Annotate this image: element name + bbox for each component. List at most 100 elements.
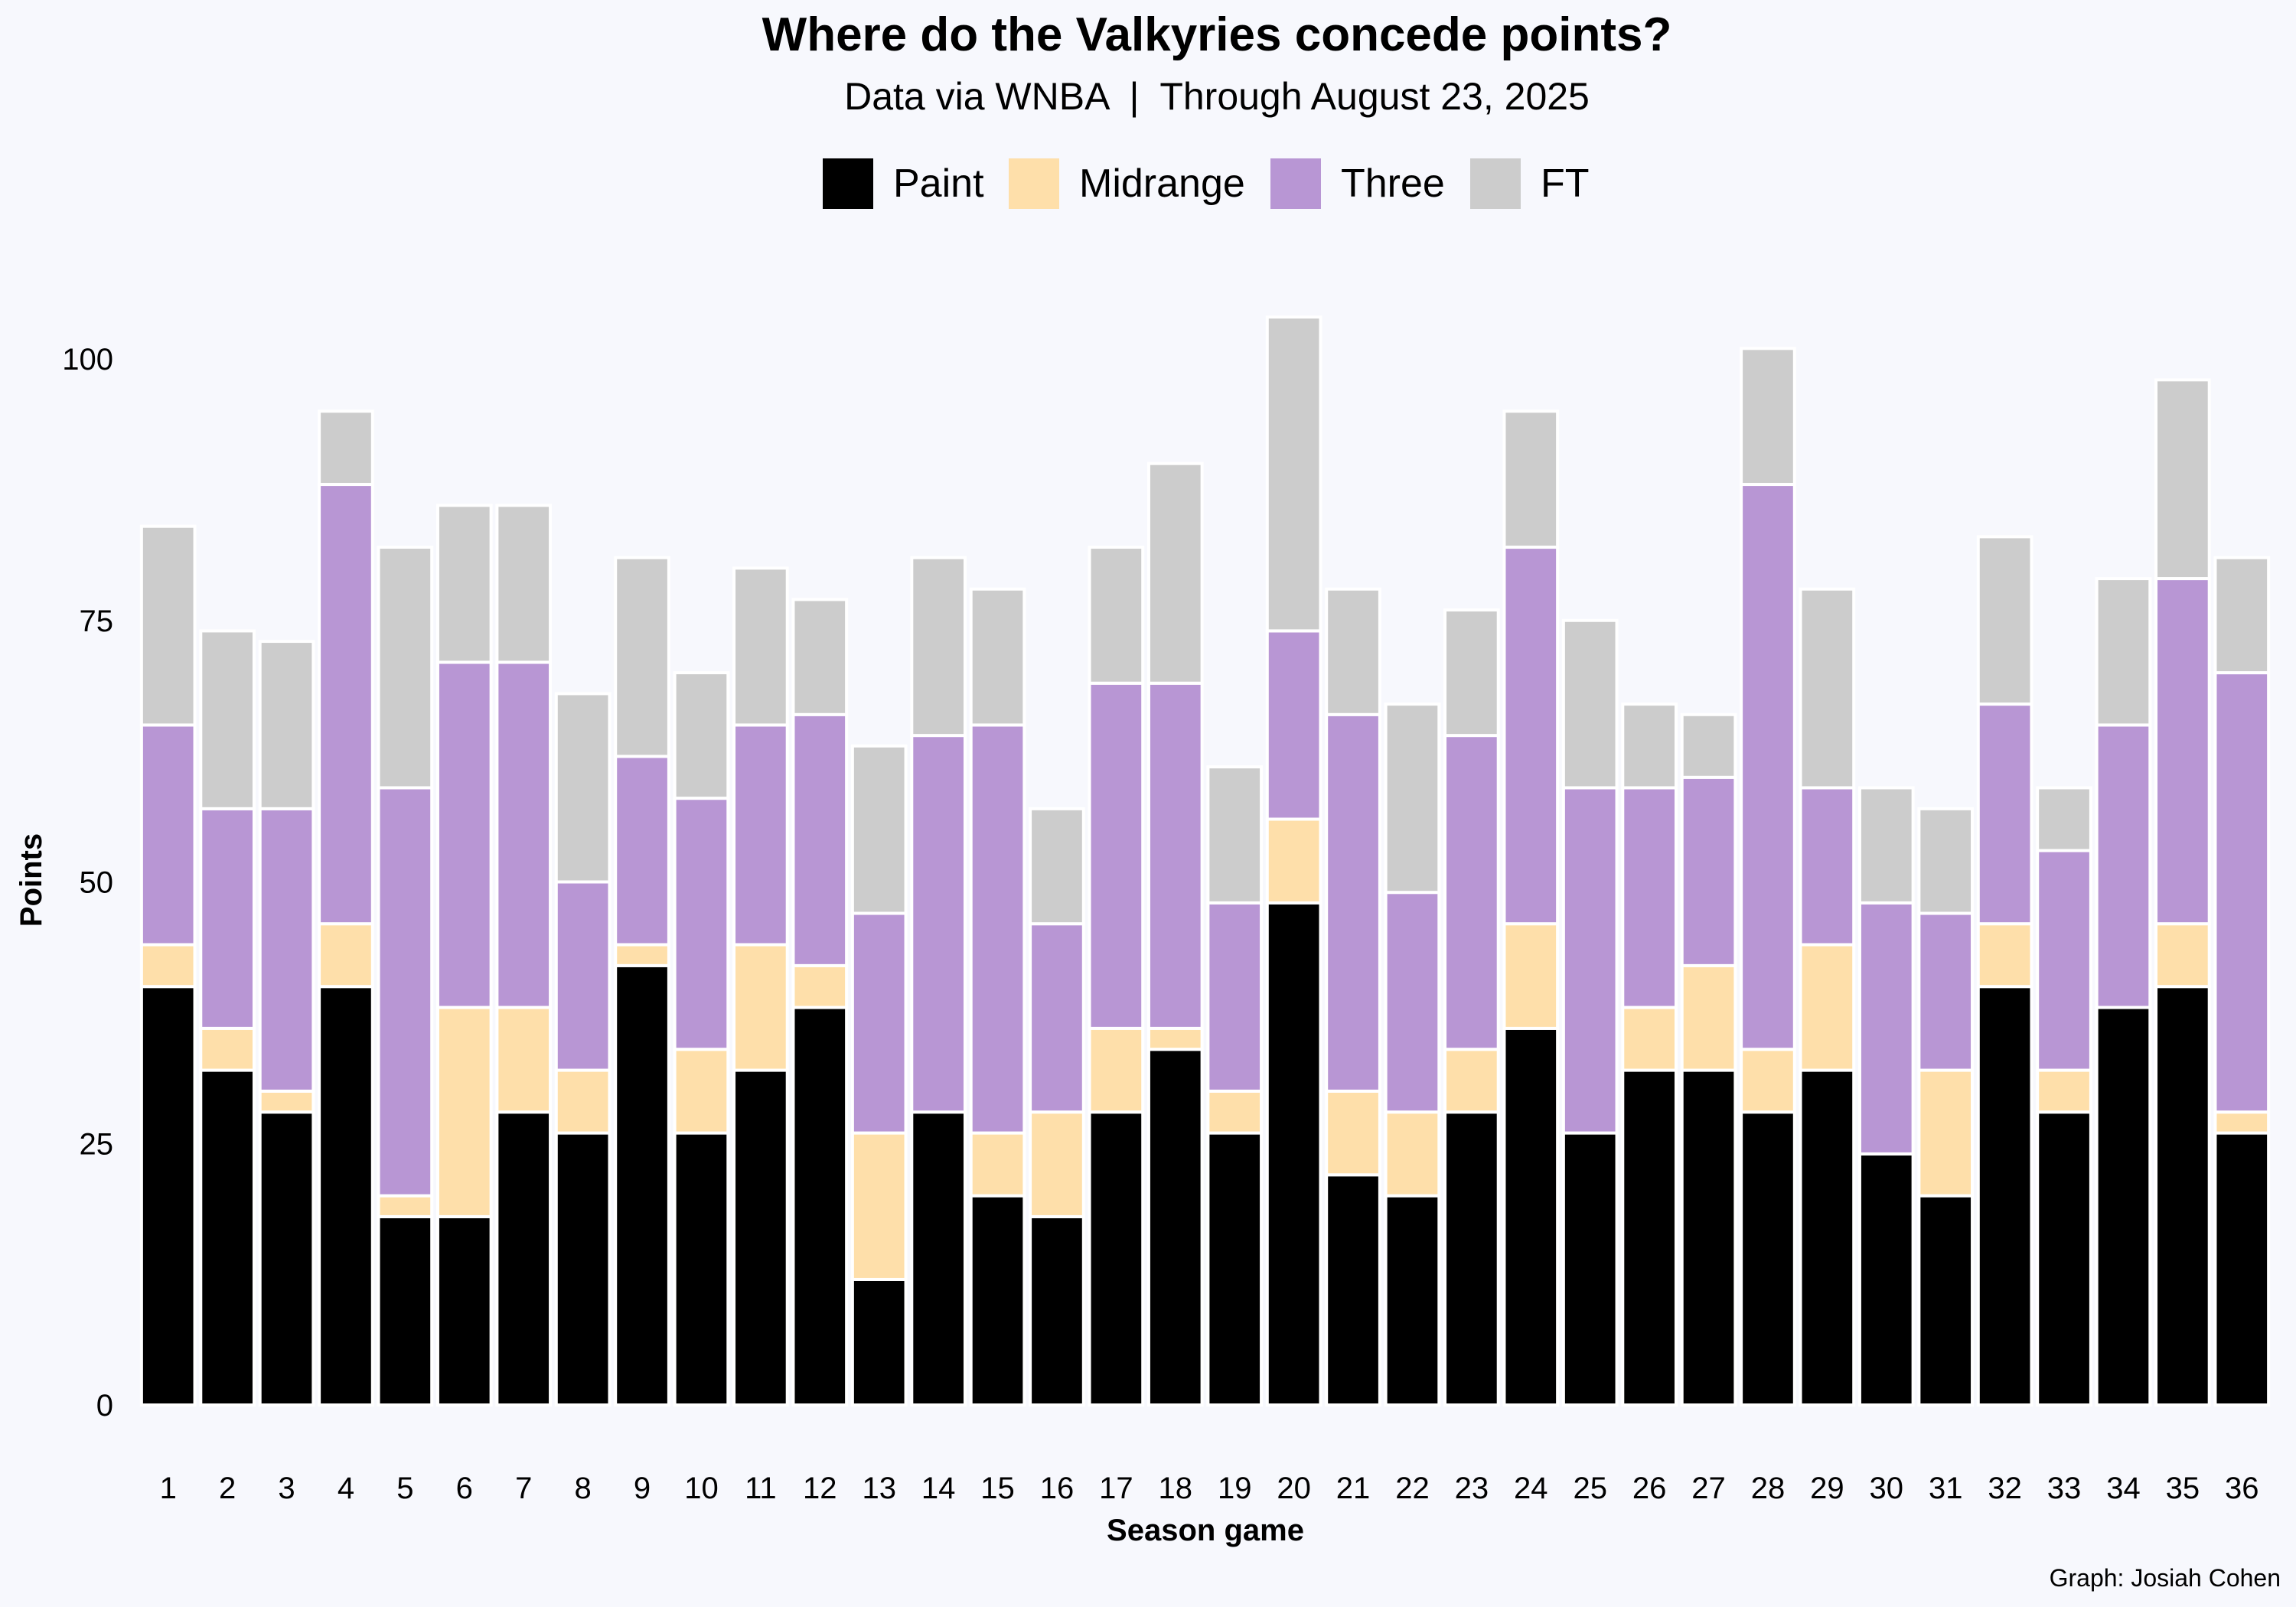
bar-game-11-paint [732,1068,789,1407]
bar-game-3-three [258,807,315,1093]
bar-game-20-three [1265,629,1322,821]
bar-game-21-ft [1325,587,1381,716]
bar-game-10-midrange [673,1048,730,1135]
bar-game-15-paint [969,1194,1026,1407]
x-tick-label: 27 [1691,1472,1726,1505]
bar-game-8-paint [554,1131,612,1407]
bar-game-13-midrange [850,1131,908,1281]
x-tick-label: 6 [456,1472,473,1505]
bar-game-24-paint [1502,1026,1560,1407]
bar-game-24-ft [1502,409,1560,549]
bar-game-36-paint [2213,1131,2271,1407]
bar-game-4-ft [318,409,374,487]
bar-game-32-ft [1976,535,2033,706]
bar-game-15-midrange [969,1131,1026,1198]
legend-swatch-midrange [1009,158,1059,209]
x-tick-label: 24 [1514,1472,1548,1505]
bar-game-19-ft [1206,765,1264,905]
y-tick-label: 100 [62,343,113,376]
bar-game-11-ft [732,566,789,727]
x-tick-label: 26 [1632,1472,1667,1505]
bar-game-3-paint [258,1110,315,1407]
bar-game-5-midrange [377,1194,434,1218]
bar-game-9-ft [614,556,670,758]
bar-game-35-midrange [2154,922,2211,989]
bar-game-25-ft [1561,618,1619,790]
bar-game-5-paint [377,1214,434,1407]
y-tick-label: 75 [80,605,114,638]
x-tick-label: 25 [1573,1472,1607,1505]
bar-game-16-midrange [1029,1110,1085,1218]
x-tick-label: 30 [1870,1472,1904,1505]
bar-game-9-paint [614,963,670,1407]
bar-game-27-three [1680,775,1737,967]
bar-game-34-ft [2095,577,2152,727]
bar-game-21-midrange [1325,1089,1381,1177]
bar-game-10-three [673,797,730,1051]
bar-game-28-paint [1740,1110,1796,1407]
bar-game-22-three [1384,891,1441,1114]
caption: Graph: Josiah Cohen [2050,1564,2281,1592]
y-tick-label: 50 [80,866,114,900]
bar-game-29-ft [1799,587,1856,790]
bar-game-7-paint [495,1110,553,1407]
x-tick-label: 12 [803,1472,837,1505]
bar-game-2-ft [199,629,256,810]
bar-game-34-paint [2095,1006,2152,1407]
x-tick-label: 10 [684,1472,719,1505]
x-tick-label: 15 [980,1472,1015,1505]
bar-game-4-midrange [318,922,374,989]
x-tick-label: 2 [219,1472,236,1505]
legend-label-midrange: Midrange [1079,161,1245,206]
x-axis: 1 2 3 4 5 6 7 8 9 10 11 12 13 14 15 16 17 18 19 20 21 22 23 24 2… [160,1472,2259,1505]
bar-game-5-three [377,786,434,1198]
bar-game-35-ft [2154,378,2211,581]
bar-game-27-midrange [1680,963,1737,1072]
bar-game-36-three [2213,671,2271,1114]
x-tick-label: 22 [1395,1472,1430,1505]
bar-game-8-midrange [554,1068,612,1135]
bar-game-18-ft [1146,461,1204,685]
bar-game-30-paint [1857,1152,1915,1407]
x-tick-label: 3 [278,1472,295,1505]
legend: Paint Midrange Three FT [823,158,1590,209]
bar-game-17-midrange [1088,1026,1145,1114]
x-tick-label: 28 [1751,1472,1786,1505]
x-tick-label: 34 [2106,1472,2141,1505]
bar-game-29-three [1799,786,1856,947]
bar-game-16-three [1029,922,1085,1114]
bar-game-6-three [435,660,493,1009]
bar-game-22-ft [1384,702,1441,895]
bar-game-26-midrange [1621,1006,1678,1072]
bar-game-1-paint [139,985,197,1407]
x-tick-label: 9 [634,1472,651,1505]
x-tick-label: 7 [515,1472,532,1505]
bar-game-23-midrange [1443,1048,1500,1114]
bar-game-10-ft [673,671,730,800]
bar-game-33-midrange [2036,1068,2092,1114]
bar-game-21-three [1325,712,1381,1093]
bar-game-26-paint [1621,1068,1678,1407]
bar-game-27-paint [1680,1068,1737,1407]
bar-game-35-three [2154,577,2211,926]
x-tick-label: 17 [1099,1472,1133,1505]
bar-game-5-ft [377,546,434,790]
bar-game-27-ft [1680,712,1737,779]
x-tick-label: 23 [1455,1472,1489,1505]
bar-game-11-three [732,723,789,947]
y-axis: 0 25 50 75 100 [62,343,113,1423]
bar-game-6-midrange [435,1006,493,1218]
bar-game-14-three [910,734,967,1114]
bar-game-12-paint [791,1006,849,1407]
bar-game-17-ft [1088,546,1145,685]
x-tick-label: 13 [862,1472,896,1505]
bar-game-17-paint [1088,1110,1145,1407]
bar-game-15-three [969,723,1026,1135]
bar-game-13-paint [850,1277,908,1407]
bar-game-32-three [1976,702,2033,926]
bar-game-19-paint [1206,1131,1264,1407]
x-tick-label: 4 [338,1472,354,1505]
bar-game-4-paint [318,985,374,1407]
bar-game-26-three [1621,786,1678,1009]
